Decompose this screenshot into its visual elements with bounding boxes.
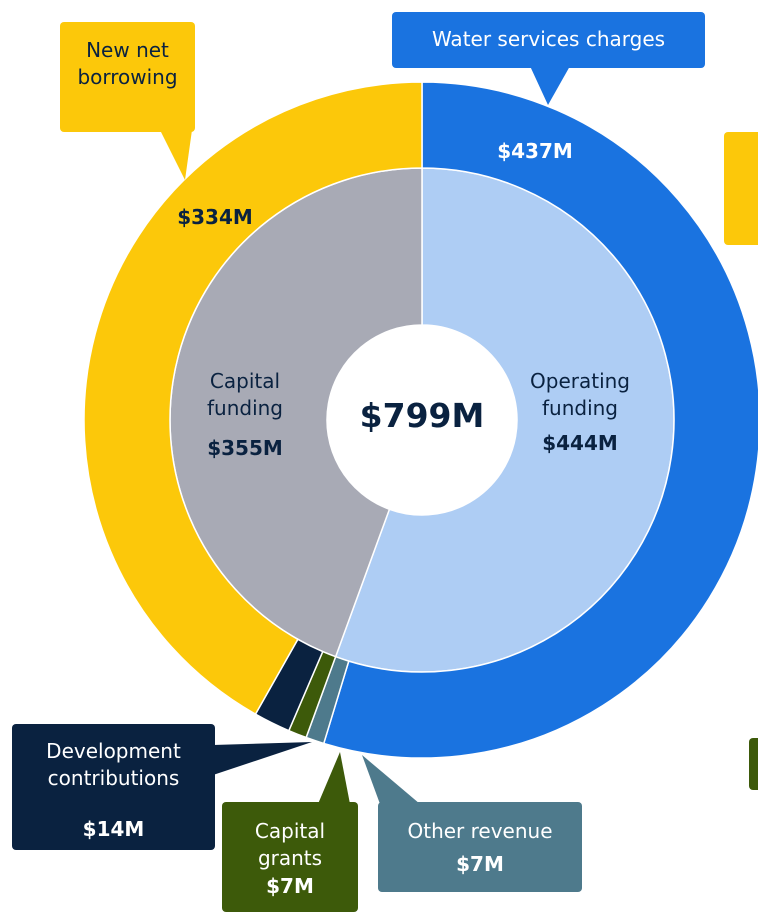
callout-name-text: New net borrowing [77,38,178,89]
callout-name: Development contributions [46,739,181,790]
callout-value: $7M [456,852,504,876]
callout-pointer [530,66,570,105]
callout-pointer [362,755,420,804]
callout-box [12,724,215,850]
segment-value: $437M [497,139,573,163]
callout-pointer [213,742,312,775]
callout-name: Capital grants [254,819,326,870]
center-hole [327,325,517,515]
segment-value: $444M [542,431,618,455]
segment-name: Capital funding [206,369,283,420]
callout-pointer [318,752,350,804]
callout-box [222,802,358,912]
callout-box [60,22,195,132]
outer-segment [83,81,423,716]
rings [83,81,758,759]
segment-value: $355M [207,436,283,460]
callout-box [378,802,582,892]
callout-name: Water services charges [431,27,666,51]
callout-box [749,738,758,790]
callout-value: $14M [82,817,145,841]
center-total: $799M [359,396,485,435]
callout-box [392,12,705,68]
callout-pointer [160,130,192,180]
callout-value: $7M [266,874,314,898]
segment-value: $334M [177,205,253,229]
callout-name: Other revenue [407,819,553,843]
segment-name: Operating funding [530,369,630,420]
outer-segment [322,81,758,759]
callout-box [724,132,758,245]
callout-name: New net borrowing [60,37,195,91]
